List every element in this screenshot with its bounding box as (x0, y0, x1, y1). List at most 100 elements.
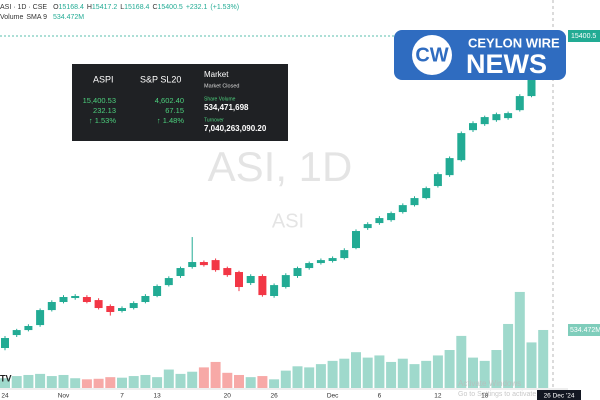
x-tick-label: 18 (481, 393, 489, 400)
candle-body (469, 123, 477, 131)
volume-bar (374, 355, 385, 388)
logo: CW CEYLON WIRE NEWS (394, 30, 566, 80)
volume-bar (46, 376, 57, 388)
x-tick-label: 6 (378, 393, 382, 400)
ohlc-value: 15168.4 (124, 4, 149, 11)
overlay-line2: Go to Settings to activate Windows (458, 391, 567, 398)
candle-body (59, 297, 68, 303)
candle-body (504, 113, 513, 119)
candle-body (129, 303, 138, 309)
volume-label: 534.472M (570, 327, 600, 334)
header-title: ASI · 1D · CSE (0, 4, 47, 11)
ohlc-letter: L (120, 4, 124, 11)
volume-bar (280, 370, 291, 388)
watermark: ASI, 1D (208, 143, 353, 190)
x-tick-label: Dec (327, 393, 339, 400)
candle-body (47, 302, 56, 311)
candle-body (141, 295, 150, 303)
candle-body (24, 325, 33, 331)
candle-body (71, 295, 80, 299)
volume-bar (23, 374, 34, 388)
logo-name: CEYLON WIRE (468, 35, 560, 50)
x-tick-label: Nov (58, 393, 70, 400)
volume-bar (409, 364, 420, 388)
candle-body (340, 250, 349, 259)
info-value: 4,602.40 (155, 96, 184, 105)
volume-bar (538, 329, 549, 388)
candle-body (235, 272, 243, 288)
candle-body (433, 174, 442, 187)
candle-body (270, 285, 279, 296)
crosshair-date: 26 Dec '24 (544, 393, 575, 400)
change: +232.1 (186, 4, 208, 11)
tv-logo: TV (0, 373, 12, 383)
candle-body (328, 258, 337, 262)
candle-body (36, 310, 45, 326)
volume-bar (292, 366, 303, 388)
volume-bar (351, 352, 361, 388)
ohlc-letter: O (53, 4, 59, 11)
candle-body (188, 262, 197, 268)
volume-legend: Volume SMA 9 534.472M (0, 14, 84, 21)
volume-bar (432, 355, 443, 388)
info-change-pct: ↑ 1.53% (89, 116, 116, 125)
candle-body (281, 275, 290, 288)
candle-body (1, 338, 9, 349)
volume-label-box (568, 324, 600, 336)
volume-bar (269, 379, 280, 388)
candle-body (457, 133, 466, 161)
volume-bar (70, 378, 81, 388)
candle-body (316, 260, 325, 264)
price-scale (568, 0, 600, 400)
volume-bar (140, 374, 151, 388)
turnover: 7,040,263,090.20 (204, 124, 267, 133)
candle-body (445, 158, 454, 176)
candle-body (305, 263, 314, 269)
volume-bar (0, 378, 10, 388)
candle-body (164, 278, 173, 286)
volume-bar (397, 358, 408, 388)
info-col-name: S&P SL20 (140, 74, 181, 84)
volume-bar (386, 361, 397, 388)
info-box: ASPI 15,400.53 232.13 ↑ 1.53% S&P SL20 4… (72, 64, 288, 141)
share-volume-label: Share Volume (204, 96, 236, 102)
x-tick-label: 20 (224, 393, 232, 400)
candle-body (480, 117, 489, 125)
volume-bar (222, 372, 233, 388)
volume-bar (257, 376, 268, 388)
volume-bar (468, 357, 478, 388)
ohlc-value: 15400.5 (158, 4, 183, 11)
share-volume: 534,471,698 (204, 103, 249, 112)
info-change: 67.15 (165, 106, 184, 115)
logo-word: NEWS (466, 49, 547, 79)
volume-bar (175, 373, 186, 388)
volume-bar (327, 360, 338, 388)
watermark-sub: ASI (272, 210, 304, 232)
candle-body (258, 276, 267, 296)
volume-bar (421, 360, 432, 388)
volume-bar (526, 342, 537, 388)
volume-value: 534.472M (53, 14, 84, 21)
volume-indicator: SMA 9 (26, 14, 47, 21)
candle-body (176, 268, 185, 277)
candle-body (375, 218, 384, 224)
ohlc-value: 15417.2 (92, 4, 117, 11)
info-value: 15,400.53 (83, 96, 116, 105)
price-label: 15400.5 (571, 33, 596, 40)
logo-initials: CW (415, 44, 448, 66)
time-labels: 24 Nov 7 13 20 26 Dec 6 12 18 26 Dec '24 (1, 390, 581, 400)
candle-body (82, 297, 91, 303)
turnover-label: Turnover (204, 117, 224, 123)
volume-bar (456, 335, 467, 388)
volume-bar (105, 377, 116, 388)
volume-bar (128, 376, 139, 388)
volume-bar (58, 374, 69, 388)
volume-bar (210, 361, 221, 388)
change-pct: (+1.53%) (210, 4, 239, 11)
info-change: 232.13 (93, 106, 116, 115)
volume-bar (198, 367, 209, 388)
candle-body (492, 114, 501, 121)
candle-body (106, 305, 115, 313)
candle-body (223, 268, 232, 276)
